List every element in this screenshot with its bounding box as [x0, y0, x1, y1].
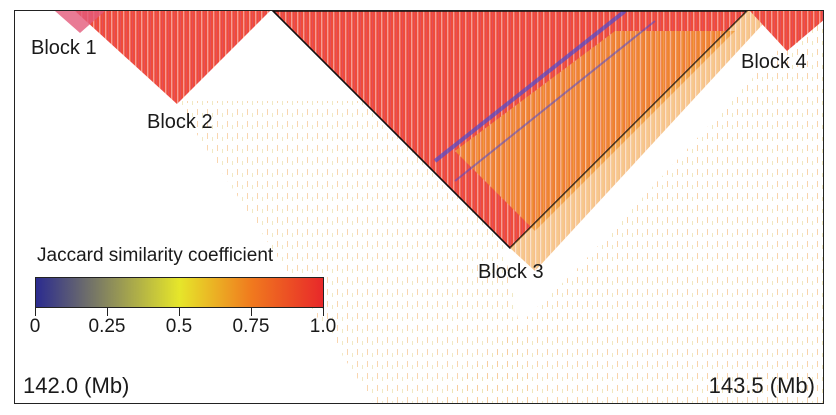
legend-tick-mark — [107, 308, 108, 316]
block-3-diagonal-blue-2 — [454, 20, 656, 182]
block-4-label: Block 4 — [741, 51, 807, 73]
axis-start-label: 142.0 (Mb) — [23, 373, 130, 398]
block-1-2-triangle — [55, 11, 270, 104]
background-ld-region-right — [437, 21, 823, 403]
legend-tick-label: 0.75 — [232, 316, 270, 337]
block-3-inner-orange — [455, 31, 735, 231]
block-4-triangle — [750, 11, 823, 51]
legend-title: Jaccard similarity coefficient — [37, 245, 274, 266]
block-2-label: Block 2 — [147, 111, 213, 133]
block-3-label: Block 3 — [478, 261, 544, 283]
legend-tick-label: 0 — [29, 316, 41, 337]
block-1-label: Block 1 — [31, 37, 97, 59]
legend-tick-mark — [251, 308, 252, 316]
legend-tick-label: 1.0 — [309, 316, 337, 337]
legend-tick-label: 0.5 — [165, 316, 193, 337]
block-3-diagonal-blue — [433, 11, 627, 163]
ld-heatmap — [55, 11, 823, 403]
legend-tick-mark — [179, 308, 180, 316]
legend-tick-mark — [323, 308, 324, 316]
block-1-triangle — [55, 11, 105, 33]
legend-tick-label: 0.25 — [88, 316, 126, 337]
legend-tick-mark — [35, 308, 36, 316]
legend-colorbar — [35, 277, 324, 308]
axis-end-label: 143.5 (Mb) — [708, 373, 815, 398]
block-3-tail — [510, 11, 775, 271]
ld-heatmap-frame: Block 1 Block 2 Block 3 Block 4 Jaccard … — [14, 10, 824, 404]
